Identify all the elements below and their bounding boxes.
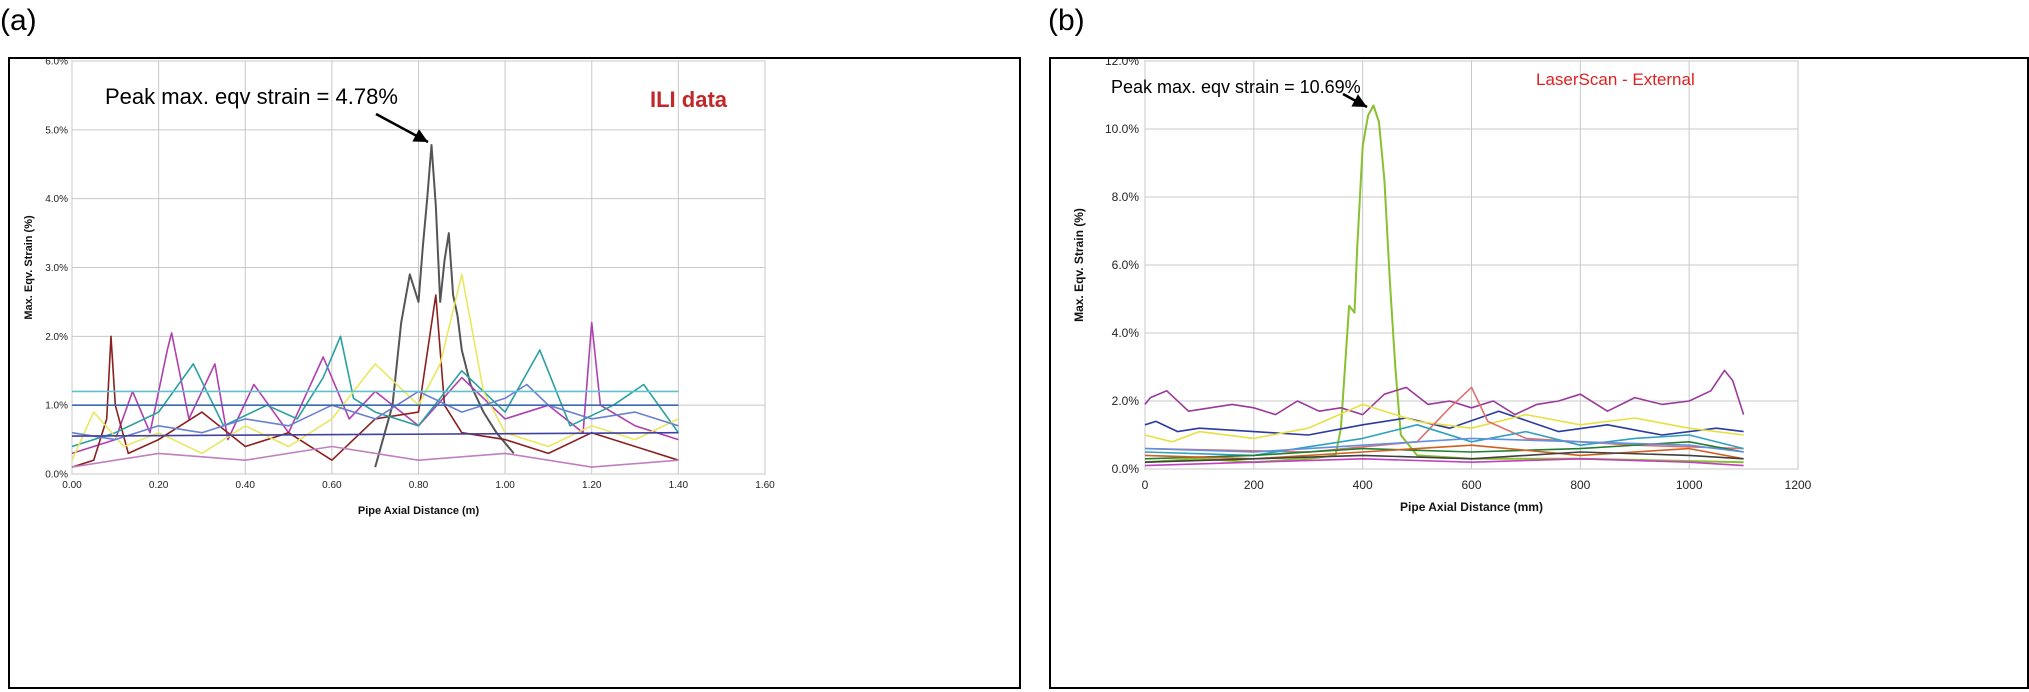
peak-arrow-head [412,129,428,142]
panel-label-b: (b) [1048,4,1085,37]
x-tick-label: 1.40 [669,480,689,491]
series-line-3 [71,335,680,448]
chart-b-svg: 0 200 400 600 800 1000 1200 0.0% 2.0% 4.0% 6.0% 8.0… [1072,59,1812,514]
series-line-0 [374,144,515,468]
x-tick-label: 1.60 [755,480,775,491]
peak-arrow-head [1351,94,1367,107]
y-tick-label: 8.0% [1112,190,1140,204]
x-tick-label: 0.80 [409,480,429,491]
x-axis-title: Pipe Axial Distance (m) [358,505,480,517]
x-tick-label: 1000 [1676,478,1703,492]
chart-a-svg: 0.00 0.20 0.40 0.60 0.80 1.00 1.20 1.40 1.60 0.0%… [23,59,775,517]
y-tick-label: 10.0% [1105,122,1139,136]
y-tick-label: 6.0% [45,59,68,68]
y-tick-label: 0.0% [1112,462,1140,476]
chart-panel-b: 0 200 400 600 800 1000 1200 0.0% 2.0% 4.0% 6.0% 8.0… [1049,57,2029,689]
x-tick-label: 600 [1461,478,1481,492]
series-line-6 [71,431,679,437]
peak-annotation: Peak max. eqv strain = 10.69% [1111,77,1361,97]
x-axis-title: Pipe Axial Distance (mm) [1400,500,1543,514]
x-tick-label: 0.00 [62,480,82,491]
x-tick-label: 0.60 [322,480,342,491]
series-line-3 [1144,403,1744,443]
x-tick-label: 0.20 [149,480,169,491]
series-line-1 [1144,369,1745,416]
y-tick-label: 12.0% [1105,59,1139,68]
data-source-label: LaserScan - External [1536,70,1695,89]
y-tick-label: 6.0% [1112,258,1140,272]
series-line-2 [71,294,679,468]
series-line-5 [1144,423,1744,457]
x-tick-label: 800 [1570,478,1590,492]
series-line-9 [1144,437,1744,453]
y-axis-title: Max. Eqv. Strain (%) [23,215,35,320]
y-tick-label: 3.0% [45,263,68,274]
series-line-6 [1144,440,1744,460]
y-tick-label: 2.0% [1112,394,1140,408]
x-tick-label: 200 [1244,478,1264,492]
x-tick-label: 400 [1353,478,1373,492]
panel-label-a: (a) [0,4,37,37]
x-tick-label: 0.40 [236,480,256,491]
series-line-1 [71,321,679,455]
x-tick-label: 1.00 [495,480,515,491]
x-tick-label: 0 [1142,478,1149,492]
y-tick-label: 0.0% [45,470,68,481]
series-line-9 [71,445,679,468]
y-axis-title: Max. Eqv. Strain (%) [1072,208,1086,322]
y-tick-label: 4.0% [45,194,68,205]
y-tick-label: 4.0% [1112,326,1140,340]
x-tick-label: 1.20 [582,480,602,491]
y-tick-label: 1.0% [45,401,68,412]
y-tick-label: 5.0% [45,125,68,136]
series-line-10 [1144,457,1744,467]
peak-annotation: Peak max. eqv strain = 4.78% [105,84,398,109]
data-source-label: ILI data [650,87,728,112]
series-line-8 [1144,451,1744,463]
x-tick-label: 1200 [1785,478,1812,492]
y-tick-label: 2.0% [45,332,68,343]
chart-panel-a: 0.00 0.20 0.40 0.60 0.80 1.00 1.20 1.40 1.60 0.0%… [8,57,1021,689]
